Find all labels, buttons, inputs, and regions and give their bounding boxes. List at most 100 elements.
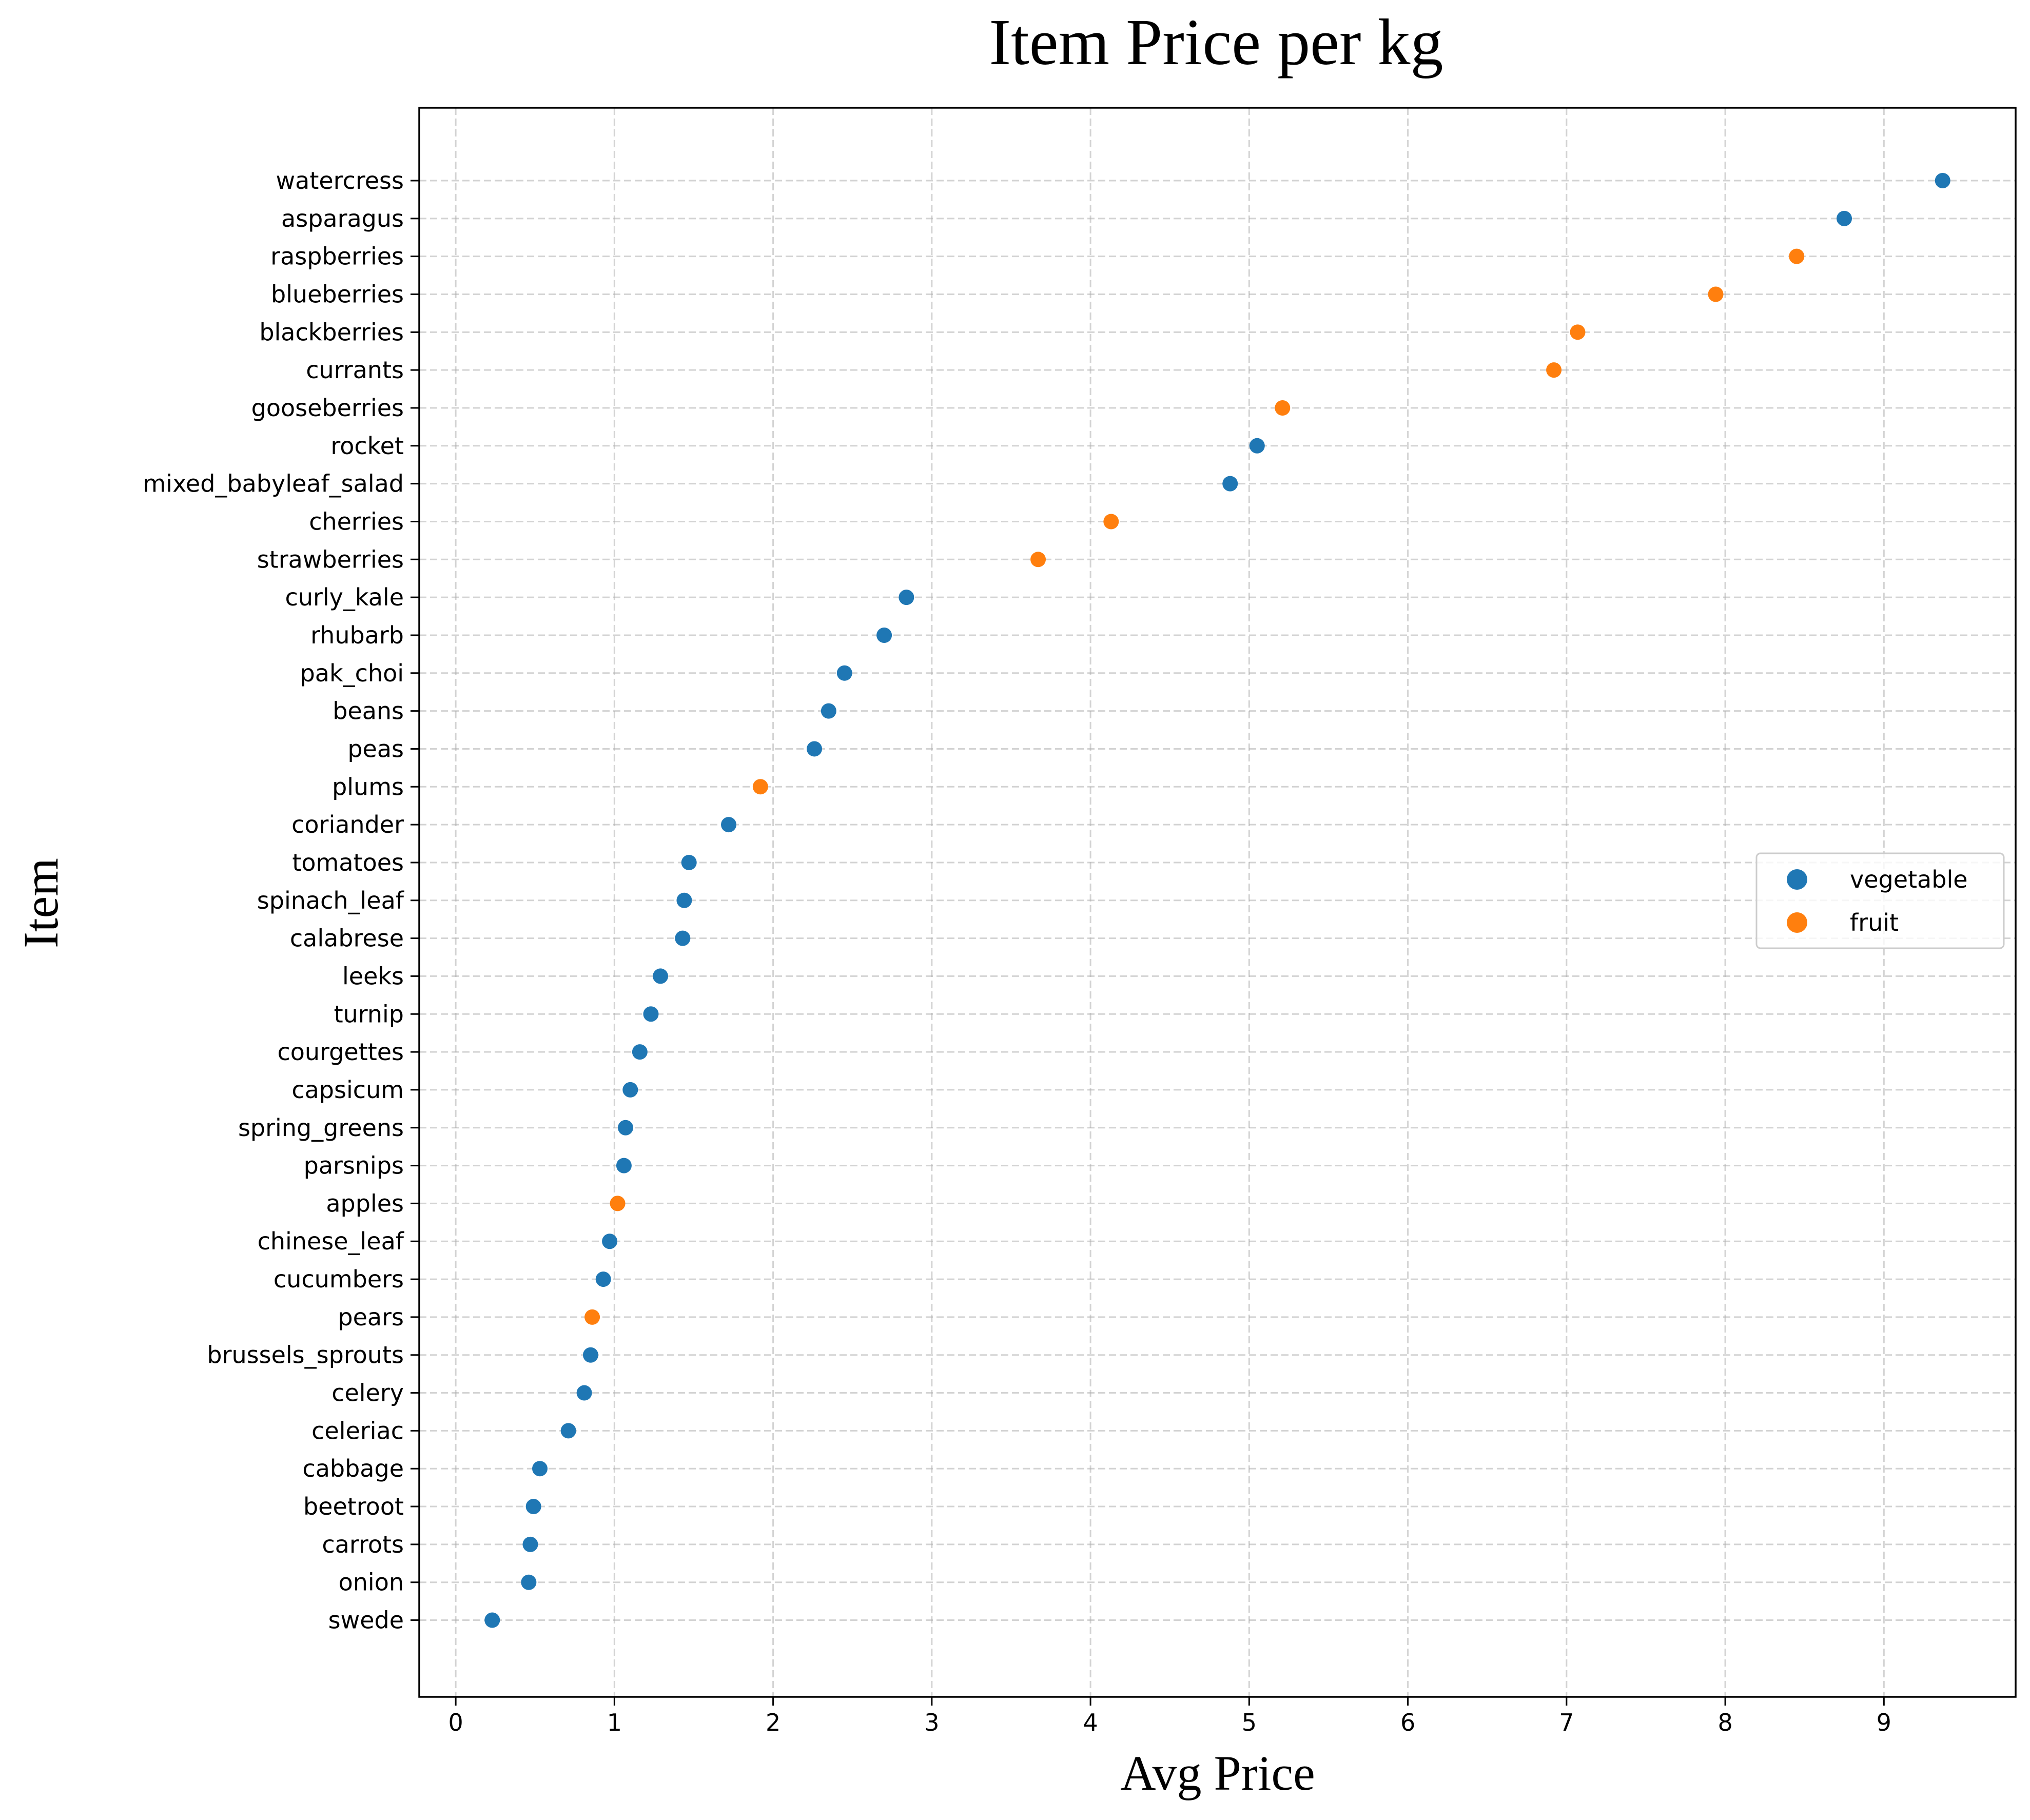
y-tick-label: spring_greens xyxy=(238,1114,404,1142)
y-tick-label: blueberries xyxy=(271,280,404,308)
data-point-vegetable xyxy=(653,968,669,984)
y-tick-label: capsicum xyxy=(291,1076,404,1104)
data-point-vegetable xyxy=(521,1574,537,1590)
y-tick-label: rhubarb xyxy=(310,621,404,649)
y-tick-label: strawberries xyxy=(257,545,404,573)
data-point-vegetable xyxy=(899,590,914,605)
y-tick-label: curly_kale xyxy=(285,583,404,611)
data-point-vegetable xyxy=(1837,210,1852,226)
data-point-vegetable xyxy=(602,1234,618,1249)
y-tick-label: plums xyxy=(332,773,404,800)
y-tick-label: celery xyxy=(331,1379,404,1407)
y-tick-label: carrots xyxy=(322,1531,404,1558)
legend: vegetable fruit xyxy=(1755,852,2005,949)
x-tick-label: 2 xyxy=(766,1709,780,1736)
x-axis-ticks: 0 1 2 3 4 5 6 7 8 9 xyxy=(448,1697,1891,1736)
data-point-vegetable xyxy=(821,703,836,719)
y-tick-label: pears xyxy=(338,1303,404,1331)
data-point-vegetable xyxy=(616,1158,632,1173)
y-tick-label: turnip xyxy=(334,1000,404,1028)
data-point-vegetable xyxy=(525,1499,541,1515)
y-tick-label: cucumbers xyxy=(274,1265,404,1293)
y-tick-label: blackberries xyxy=(259,318,404,346)
y-tick-label: asparagus xyxy=(281,205,404,232)
x-axis-label: Avg Price xyxy=(1120,1746,1315,1801)
data-point-fruit xyxy=(752,779,768,795)
y-axis-label: Item xyxy=(13,858,68,948)
y-tick-label: cabbage xyxy=(302,1455,404,1482)
data-point-fruit xyxy=(1789,248,1805,264)
data-point-vegetable xyxy=(676,892,692,908)
x-tick-label: 8 xyxy=(1717,1709,1732,1736)
y-tick-label: courgettes xyxy=(277,1038,404,1066)
grid xyxy=(419,108,2016,1697)
chart-title: Item Price per kg xyxy=(989,6,1443,79)
data-point-fruit xyxy=(1275,400,1291,416)
data-point-fruit xyxy=(1030,552,1046,567)
legend-label-fruit: fruit xyxy=(1850,909,1899,936)
y-tick-label: calabrese xyxy=(290,925,404,952)
data-points xyxy=(484,173,1950,1628)
legend-marker-vegetable xyxy=(1787,869,1807,890)
x-tick-label: 7 xyxy=(1559,1709,1574,1736)
data-point-vegetable xyxy=(522,1536,538,1552)
x-tick-label: 4 xyxy=(1083,1709,1098,1736)
x-tick-label: 0 xyxy=(448,1709,463,1736)
y-tick-label: tomatoes xyxy=(292,849,404,876)
y-tick-label: mixed_babyleaf_salad xyxy=(143,470,404,498)
data-point-vegetable xyxy=(721,817,737,833)
y-axis-ticks: watercress asparagus raspberries blueberrie… xyxy=(143,167,419,1634)
data-point-vegetable xyxy=(675,930,691,946)
data-point-vegetable xyxy=(807,741,823,757)
y-tick-label: gooseberries xyxy=(251,394,404,422)
legend-marker-fruit xyxy=(1787,912,1807,933)
data-point-fruit xyxy=(584,1309,600,1325)
data-point-fruit xyxy=(1546,362,1562,378)
data-point-vegetable xyxy=(1935,173,1950,188)
y-tick-label: swede xyxy=(328,1607,404,1634)
data-point-fruit xyxy=(1570,324,1586,340)
legend-label-vegetable: vegetable xyxy=(1850,866,1968,893)
x-tick-label: 9 xyxy=(1877,1709,1891,1736)
data-point-vegetable xyxy=(632,1044,648,1060)
x-tick-label: 1 xyxy=(607,1709,622,1736)
data-point-vegetable xyxy=(1249,438,1265,454)
y-tick-label: onion xyxy=(339,1569,404,1596)
legend-box xyxy=(1755,852,2005,949)
data-point-vegetable xyxy=(876,627,892,643)
y-tick-label: raspberries xyxy=(270,243,404,270)
y-tick-label: apples xyxy=(326,1189,404,1217)
data-point-vegetable xyxy=(595,1271,611,1287)
data-point-vegetable xyxy=(484,1612,500,1628)
data-point-fruit xyxy=(1708,286,1724,302)
y-tick-label: currants xyxy=(306,356,404,384)
data-point-fruit xyxy=(1103,514,1119,530)
y-tick-label: chinese_leaf xyxy=(258,1227,405,1255)
y-tick-label: cherries xyxy=(309,507,404,535)
data-point-fruit xyxy=(610,1196,626,1211)
y-tick-label: peas xyxy=(347,735,404,762)
data-point-vegetable xyxy=(836,665,852,681)
x-tick-label: 6 xyxy=(1400,1709,1415,1736)
data-point-vegetable xyxy=(681,854,697,870)
y-tick-label: leeks xyxy=(342,962,404,990)
y-tick-label: celeriac xyxy=(311,1417,404,1444)
data-point-vegetable xyxy=(560,1423,576,1439)
y-tick-label: spinach_leaf xyxy=(257,887,405,914)
plot-frame xyxy=(418,107,2017,1698)
y-tick-label: watercress xyxy=(276,167,404,194)
y-tick-label: coriander xyxy=(291,811,404,838)
y-tick-label: rocket xyxy=(330,432,404,460)
y-tick-label: beans xyxy=(333,697,404,725)
data-point-vegetable xyxy=(618,1120,634,1136)
data-point-vegetable xyxy=(1222,476,1238,492)
x-tick-label: 5 xyxy=(1242,1709,1257,1736)
y-tick-label: parsnips xyxy=(304,1152,404,1180)
data-point-vegetable xyxy=(576,1385,592,1401)
data-point-vegetable xyxy=(643,1006,659,1022)
data-point-vegetable xyxy=(532,1461,548,1477)
x-tick-label: 3 xyxy=(924,1709,939,1736)
y-tick-label: brussels_sprouts xyxy=(207,1341,404,1369)
y-tick-label: pak_choi xyxy=(300,659,404,687)
